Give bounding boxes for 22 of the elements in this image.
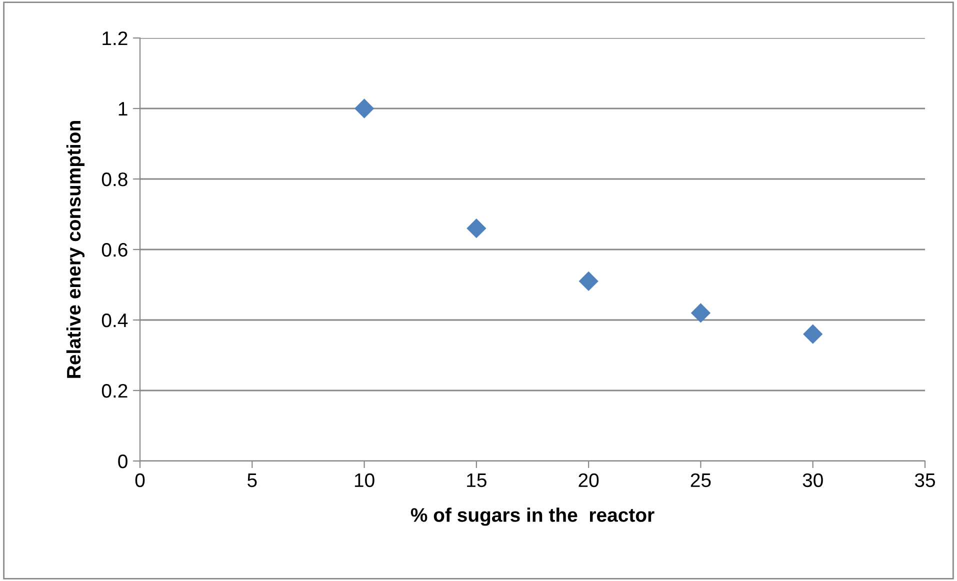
x-tick-label: 15 <box>467 474 486 488</box>
x-tick-label: 25 <box>690 473 711 488</box>
x-tick-label: 35 <box>914 473 935 488</box>
y-tick-label: 0.6 <box>102 242 128 257</box>
x-tick-label: 0 <box>135 473 145 488</box>
y-tick-label: 0.2 <box>102 384 128 398</box>
point <box>354 98 374 118</box>
y-tick-label: 1 <box>118 102 128 116</box>
x-tick-label: 30 <box>802 473 823 488</box>
y-tick-label: 0 <box>118 454 128 468</box>
x-tick-label: 20 <box>578 473 599 488</box>
x-tick-label: 10 <box>354 473 374 488</box>
y-axis-title: Relative enery consumption <box>66 121 84 378</box>
y-tick-label: 0.4 <box>102 313 128 328</box>
point <box>803 324 822 344</box>
x-tick-label: 5 <box>248 474 257 488</box>
x-axis-title: % of sugars in the reactor <box>410 508 654 526</box>
point <box>466 218 486 238</box>
y-tick-label: 1.2 <box>102 31 128 46</box>
point <box>579 272 598 291</box>
point <box>691 303 710 322</box>
y-tick-label: 0.8 <box>102 172 128 186</box>
